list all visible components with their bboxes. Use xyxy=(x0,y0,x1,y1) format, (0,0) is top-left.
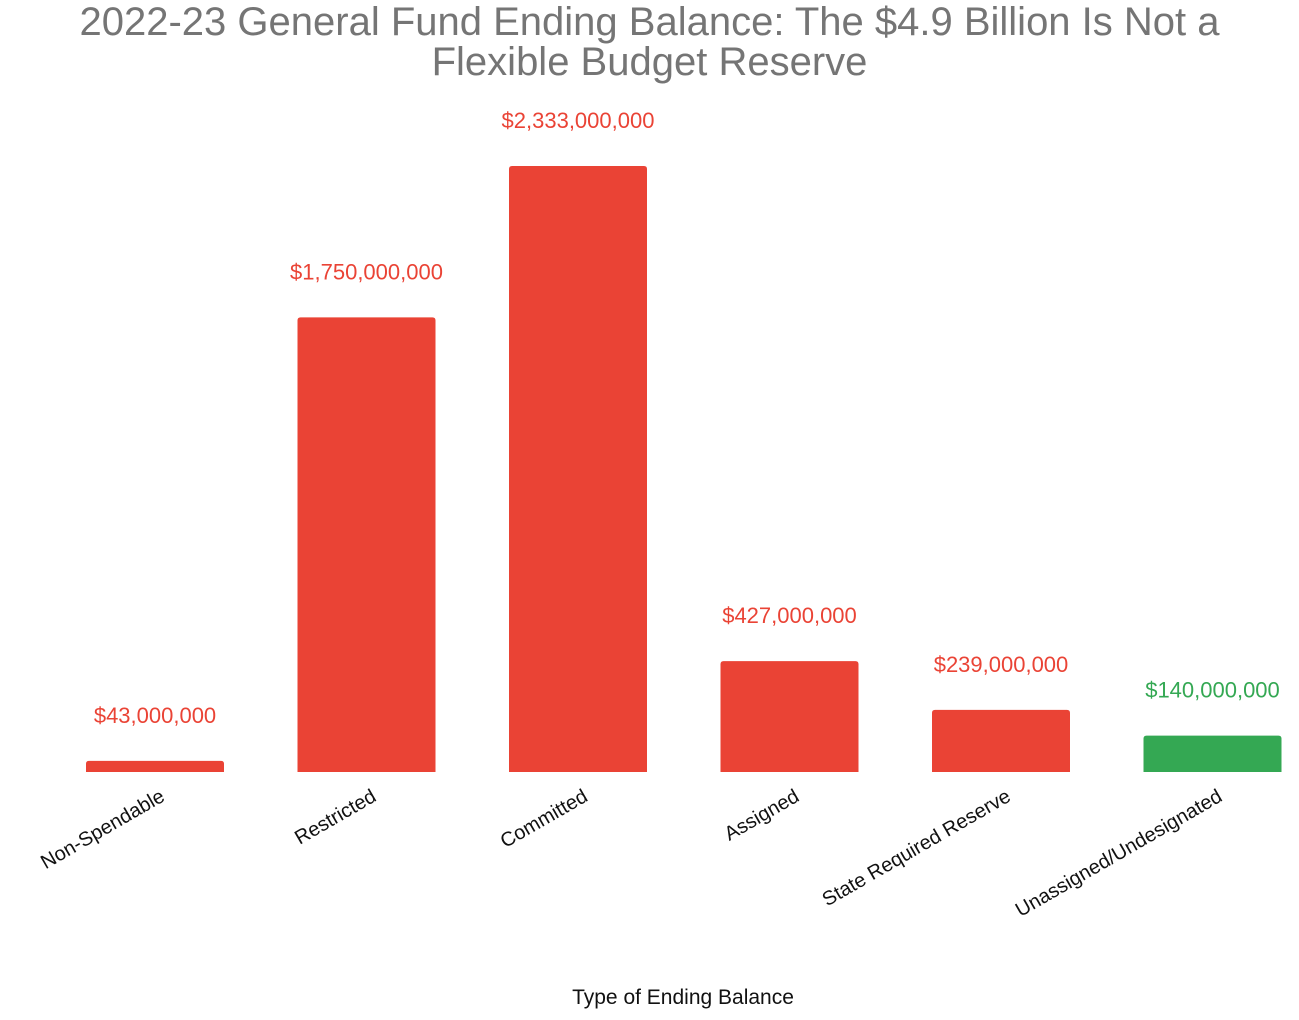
chart-title: 2022-23 General Fund Ending Balance: The… xyxy=(79,0,1220,84)
x-axis-title: Type of Ending Balance xyxy=(572,986,794,1009)
bar-state-required-reserve xyxy=(932,709,1070,772)
value-labels-layer: $43,000,000 $1,750,000,000 $2,333,000,000 $… xyxy=(94,108,1280,728)
data-label: $140,000,000 xyxy=(1145,678,1280,703)
bars-layer xyxy=(86,166,1282,772)
data-label: $239,000,000 xyxy=(934,652,1069,677)
x-tick-label: Committed xyxy=(497,785,592,852)
x-tick-label: Assigned xyxy=(721,785,803,845)
bar-non-spendable xyxy=(86,760,224,772)
bar-restricted xyxy=(297,317,436,772)
data-label: $427,000,000 xyxy=(722,603,857,628)
tick-labels-layer: Non-Spendable Restricted Committed Assigned… xyxy=(37,785,1226,921)
bar-committed xyxy=(509,166,647,772)
x-tick-label: State Required Reserve xyxy=(819,785,1015,911)
data-label: $1,750,000,000 xyxy=(290,259,443,284)
data-label: $43,000,000 xyxy=(94,703,216,728)
data-label: $2,333,000,000 xyxy=(502,108,655,133)
x-tick-label: Non-Spendable xyxy=(37,785,168,874)
bar-unassigned-undesignated xyxy=(1143,735,1282,772)
x-tick-label: Restricted xyxy=(291,785,380,849)
bar-assigned xyxy=(720,661,859,772)
x-tick-label: Unassigned/Undesignated xyxy=(1012,785,1226,921)
